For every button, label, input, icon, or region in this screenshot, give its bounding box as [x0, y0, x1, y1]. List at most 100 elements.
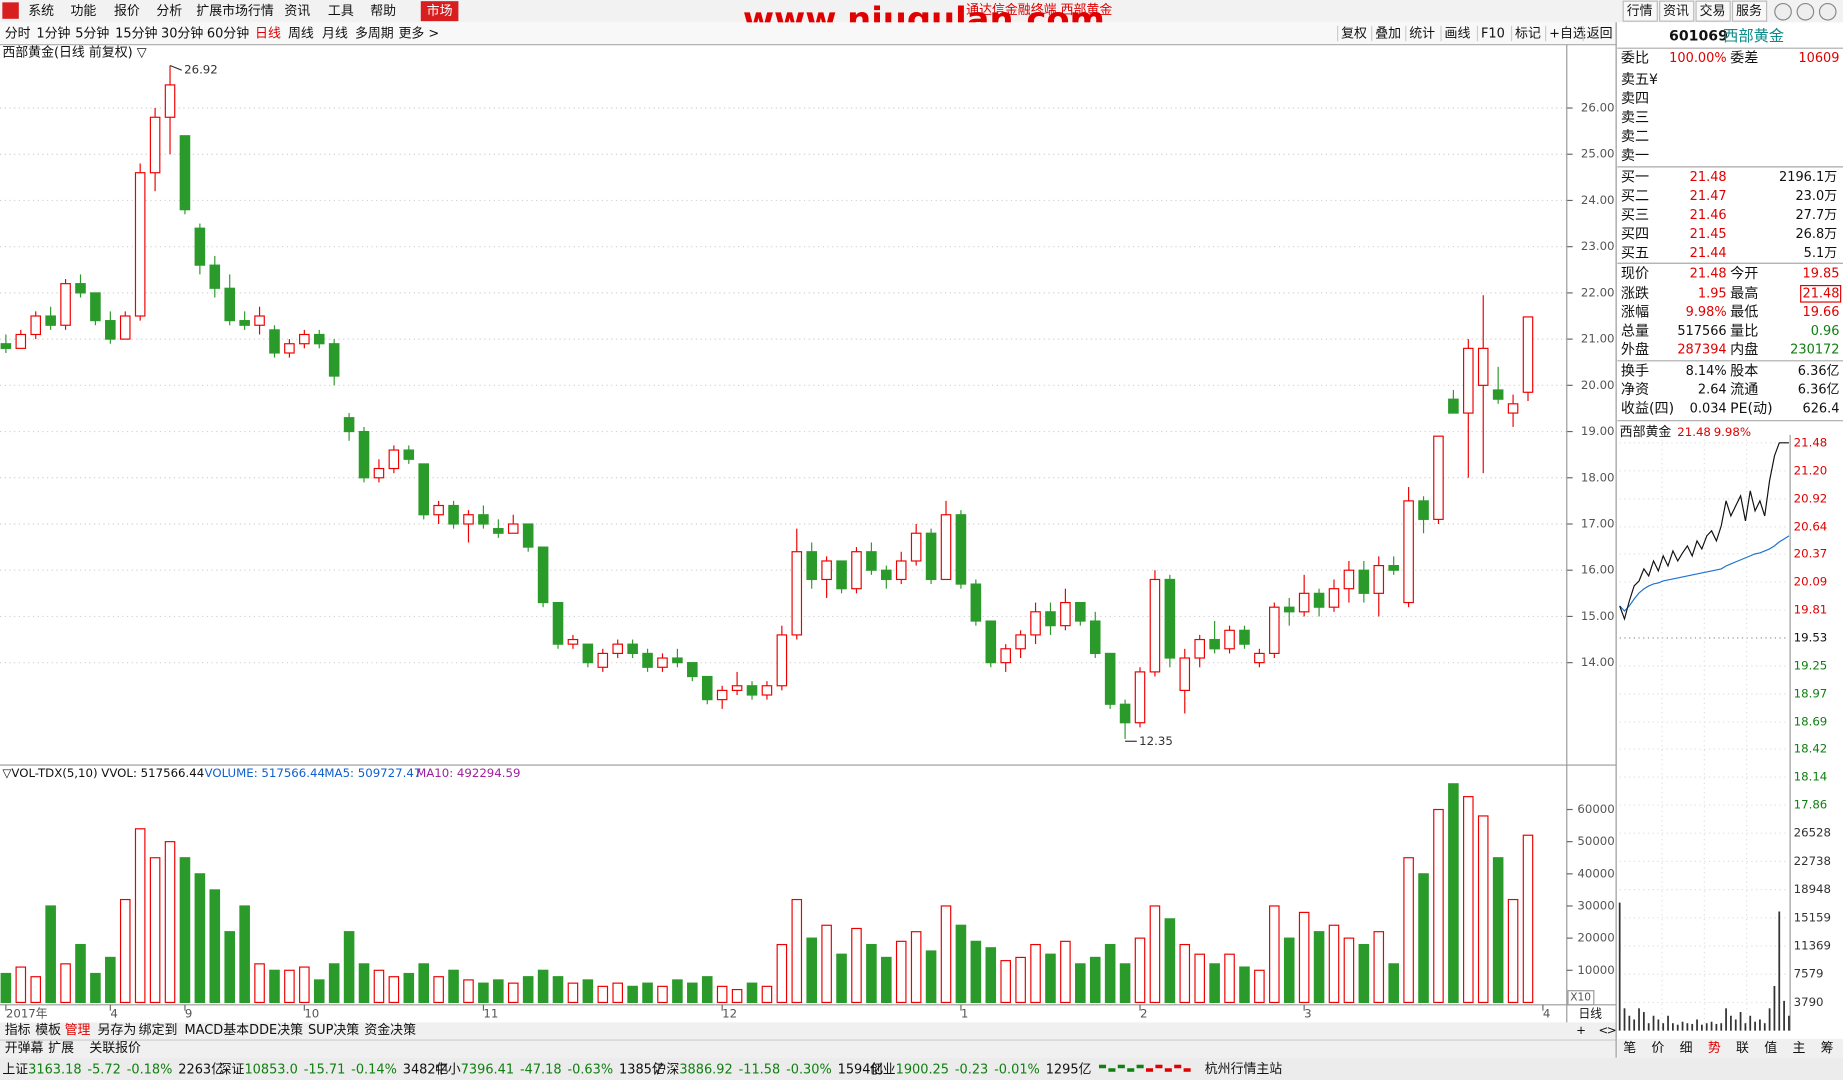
toolbar-button[interactable]: +自选 — [1549, 27, 1586, 42]
tab[interactable]: 开弹幕 — [5, 1041, 44, 1056]
menu-item[interactable]: 帮助 — [370, 4, 396, 19]
index-change: -5.72 — [87, 1062, 120, 1077]
menu-item[interactable]: 系统 — [28, 4, 54, 19]
top-button[interactable]: 行情 — [1627, 4, 1653, 19]
candle-body — [1328, 588, 1340, 608]
period-button[interactable]: 月线 — [322, 27, 348, 42]
mini-tab[interactable]: 联 — [1736, 1041, 1749, 1056]
menu-item[interactable]: 扩展市场行情 — [196, 3, 274, 19]
candle-body — [358, 430, 370, 479]
volume-bar — [507, 982, 519, 1004]
bid-label: 买四 — [1621, 227, 1649, 243]
y-tick-label: 20.00 — [1581, 378, 1615, 392]
signal-block — [1098, 1064, 1107, 1069]
top-button[interactable]: 资讯 — [1663, 4, 1689, 19]
candle-body — [254, 315, 265, 326]
bid-volume: 26.8万 — [1795, 227, 1837, 242]
tab[interactable]: 关联报价 — [89, 1041, 141, 1056]
date-label: 3 — [1304, 1007, 1311, 1021]
candle-body — [806, 551, 817, 581]
tab[interactable]: 管理 — [65, 1023, 91, 1038]
quote-value: 230172 — [1790, 343, 1839, 358]
toolbar-button[interactable]: 标记 — [1515, 27, 1541, 42]
candle-body — [1194, 638, 1205, 659]
tab[interactable]: 指标 — [5, 1023, 31, 1038]
menu-item[interactable]: 报价 — [114, 4, 140, 19]
toolbar-button[interactable]: F10 — [1481, 27, 1505, 42]
mini-tab[interactable]: 价 — [1651, 1041, 1664, 1056]
toolbar-button[interactable]: 画线 — [1445, 27, 1471, 42]
window-control[interactable] — [1818, 2, 1837, 21]
top-button[interactable]: 服务 — [1736, 3, 1762, 19]
toolbar-button[interactable]: 统计 — [1409, 27, 1435, 42]
volume-header: ▽VOL-TDX(5,10) VVOL: 517566.44 — [2, 766, 204, 780]
window-control[interactable] — [1774, 2, 1792, 21]
tab[interactable]: 资金决策 — [364, 1022, 416, 1038]
index-amount: 1295亿 — [1046, 1062, 1092, 1077]
scroll-button[interactable]: + — [1576, 1023, 1586, 1037]
period-button[interactable]: 周线 — [288, 27, 314, 42]
candle-body — [1254, 652, 1265, 664]
candle-body — [1448, 398, 1459, 414]
volume-bar — [15, 966, 27, 1004]
y-tick-label: 30000 — [1577, 898, 1614, 912]
bid-volume: 27.7万 — [1795, 208, 1837, 223]
top-button[interactable]: 交易 — [1700, 3, 1726, 19]
toolbar-button[interactable]: 叠加 — [1375, 27, 1401, 42]
period-button[interactable]: 多周期 — [355, 27, 394, 42]
mini-y-label: 18.97 — [1794, 687, 1828, 701]
mini-tab[interactable]: 细 — [1680, 1041, 1693, 1056]
period-button[interactable]: 日线 — [255, 27, 281, 42]
candle-body — [1239, 629, 1250, 645]
volume-bar — [642, 982, 653, 1004]
volume-bar — [164, 841, 176, 1004]
index-name: 沪深 — [654, 1062, 680, 1077]
index-amount: 1385亿 — [619, 1062, 665, 1077]
tab[interactable]: 绑定到 — [139, 1023, 178, 1038]
scroll-button[interactable]: > — [1607, 1023, 1617, 1037]
volume-legend: MA5: 509727.47 — [324, 766, 421, 780]
period-button[interactable]: 分时 — [5, 27, 31, 42]
market-tab[interactable]: 市场 — [427, 3, 453, 19]
period-button[interactable]: 1分钟 — [36, 26, 70, 42]
candle-body — [1269, 606, 1280, 654]
period-button[interactable]: 60分钟 — [207, 26, 249, 42]
toolbar-button[interactable]: 复权 — [1341, 26, 1367, 42]
tab[interactable]: 另存为 — [98, 1023, 137, 1038]
candle-body — [791, 551, 803, 636]
mini-y2-label: 18948 — [1794, 882, 1831, 896]
period-button[interactable]: 15分钟 — [115, 26, 157, 42]
volume-bar — [209, 889, 221, 1004]
quote-label: 总量 — [1621, 323, 1649, 339]
tab[interactable]: SUP决策 — [308, 1022, 359, 1038]
volume-bar — [687, 982, 698, 1004]
volume-bar — [1134, 937, 1146, 1004]
period-button[interactable]: 更多 > — [398, 27, 439, 42]
menu-item[interactable]: 工具 — [328, 4, 354, 19]
menu-item[interactable]: 资讯 — [284, 4, 310, 19]
quote-label: 涨幅 — [1621, 305, 1649, 321]
candle-body — [1358, 569, 1370, 594]
scroll-button[interactable]: < — [1599, 1023, 1609, 1037]
menu-item[interactable]: 功能 — [71, 4, 97, 19]
toolbar-button[interactable]: 返回 — [1587, 27, 1613, 42]
candle-body — [567, 638, 579, 645]
volume-bar — [328, 963, 340, 1004]
period-button[interactable]: 30分钟 — [161, 26, 203, 42]
bid-price: 21.46 — [1690, 208, 1727, 223]
mini-tab[interactable]: 值 — [1764, 1040, 1777, 1056]
mini-tab[interactable]: 势 — [1708, 1040, 1721, 1056]
menu-item[interactable]: 分析 — [156, 4, 182, 19]
tab[interactable]: 模板 — [35, 1023, 61, 1038]
mini-tab[interactable]: 筹 — [1821, 1040, 1834, 1056]
tab[interactable]: MACD基本 — [185, 1023, 250, 1038]
mini-tab[interactable]: 主 — [1792, 1041, 1805, 1056]
tab[interactable]: DDE决策 — [249, 1022, 303, 1038]
period-button[interactable]: 5分钟 — [75, 26, 109, 42]
y-tick-label: 21.00 — [1581, 332, 1615, 346]
mini-tab[interactable]: 笔 — [1623, 1040, 1636, 1056]
window-control[interactable] — [1796, 2, 1815, 21]
volume-bar — [343, 931, 355, 1004]
ask-label: 卖一 — [1621, 148, 1649, 164]
tab[interactable]: 扩展 — [48, 1041, 74, 1056]
